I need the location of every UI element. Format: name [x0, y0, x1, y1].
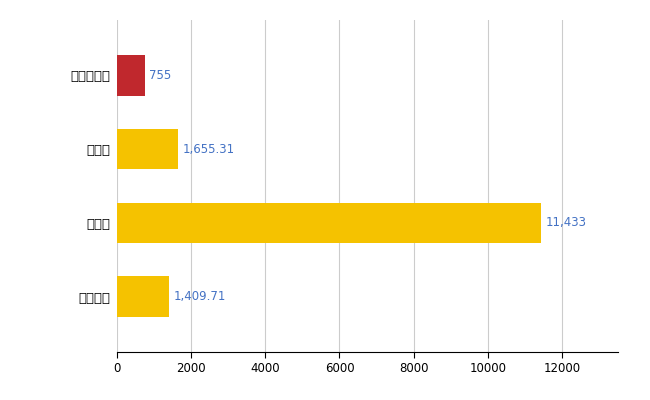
Bar: [117, 203, 541, 243]
Text: 1,409.71: 1,409.71: [174, 290, 226, 303]
Text: 1,655.31: 1,655.31: [183, 143, 235, 156]
Bar: [117, 55, 145, 96]
Text: 755: 755: [150, 69, 172, 82]
Bar: [117, 276, 169, 317]
Bar: [117, 129, 178, 170]
Text: 11,433: 11,433: [545, 216, 586, 229]
